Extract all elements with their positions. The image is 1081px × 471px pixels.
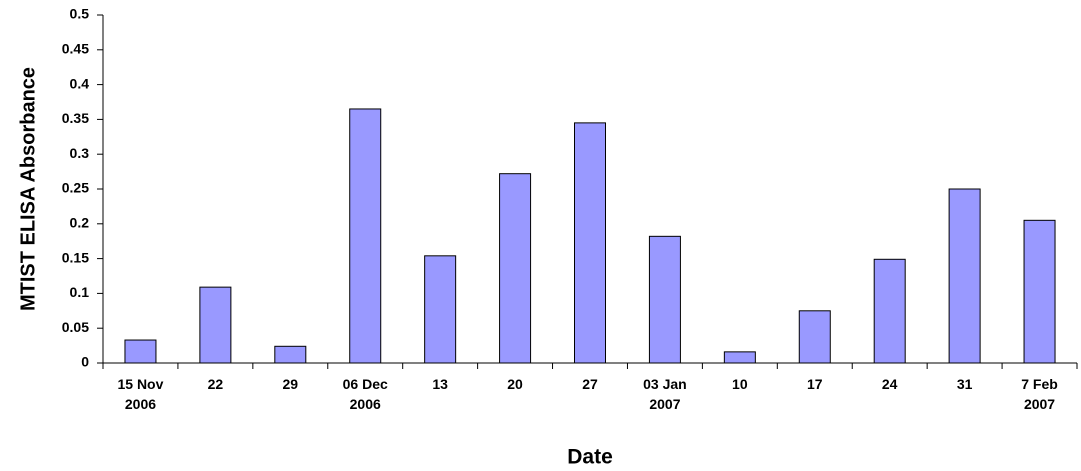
bar	[499, 173, 532, 364]
y-tick-label: 0.05	[62, 319, 89, 335]
x-tick-label: 10	[732, 376, 748, 392]
bar	[648, 235, 681, 364]
x-tick-label: 13	[432, 376, 448, 392]
x-tick-label: 06 Dec 2006	[342, 376, 388, 412]
y-tick-label: 0	[81, 354, 89, 370]
y-tick-label: 0.25	[62, 180, 89, 196]
x-tick-label: 27	[582, 376, 598, 392]
x-tick-label: 7 Feb 2007	[1021, 376, 1058, 412]
bar	[873, 258, 906, 364]
x-tick-label: 31	[956, 376, 973, 392]
x-tick-label: 29	[282, 376, 299, 392]
x-tick-label: 22	[207, 376, 224, 392]
x-axis-title: Date	[567, 446, 613, 469]
bar	[723, 351, 756, 364]
bar	[274, 345, 307, 364]
y-tick-label: 0.35	[62, 110, 89, 126]
bar	[1023, 219, 1056, 364]
y-tick-label: 0.4	[70, 75, 90, 91]
x-tick-label: 03 Jan 2007	[643, 376, 687, 412]
x-tick-label: 20	[507, 376, 523, 392]
y-tick-label: 0.45	[62, 41, 89, 57]
y-tick-label: 0.2	[70, 215, 90, 231]
bar	[124, 339, 157, 364]
bar	[424, 255, 457, 364]
bar	[574, 122, 606, 364]
y-tick-label: 0.1	[70, 284, 90, 300]
bar	[349, 108, 382, 364]
y-axis-title: MTIST ELISA Absorbance	[17, 67, 39, 311]
bar	[199, 286, 232, 364]
x-tick-label: 24	[881, 376, 898, 392]
y-tick-label: 0.3	[70, 145, 90, 161]
bar	[948, 188, 981, 364]
y-tick-label: 0.15	[62, 249, 89, 265]
y-tick-label: 0.5	[70, 6, 90, 22]
x-tick-label: 17	[806, 376, 823, 392]
x-tick-label: 15 Nov 2006	[117, 376, 164, 412]
bar	[798, 310, 831, 364]
